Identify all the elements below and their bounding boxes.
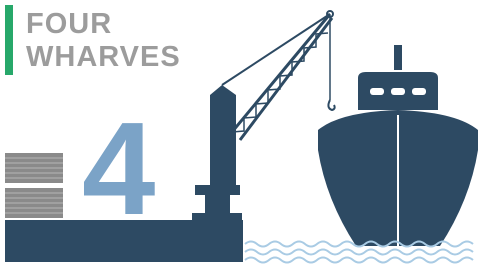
- ship-windows: [370, 88, 426, 95]
- title-line: FOUR: [26, 8, 112, 40]
- page: FOUR WHARVES 4: [0, 0, 478, 266]
- title-line: WHARVES: [26, 41, 181, 73]
- infographic: FOUR WHARVES 4: [0, 0, 478, 266]
- dock: [5, 220, 243, 262]
- crane-boom: [222, 11, 335, 140]
- accent-bar: [5, 5, 13, 75]
- crane: [192, 85, 242, 220]
- wharf-count: 4: [82, 95, 155, 242]
